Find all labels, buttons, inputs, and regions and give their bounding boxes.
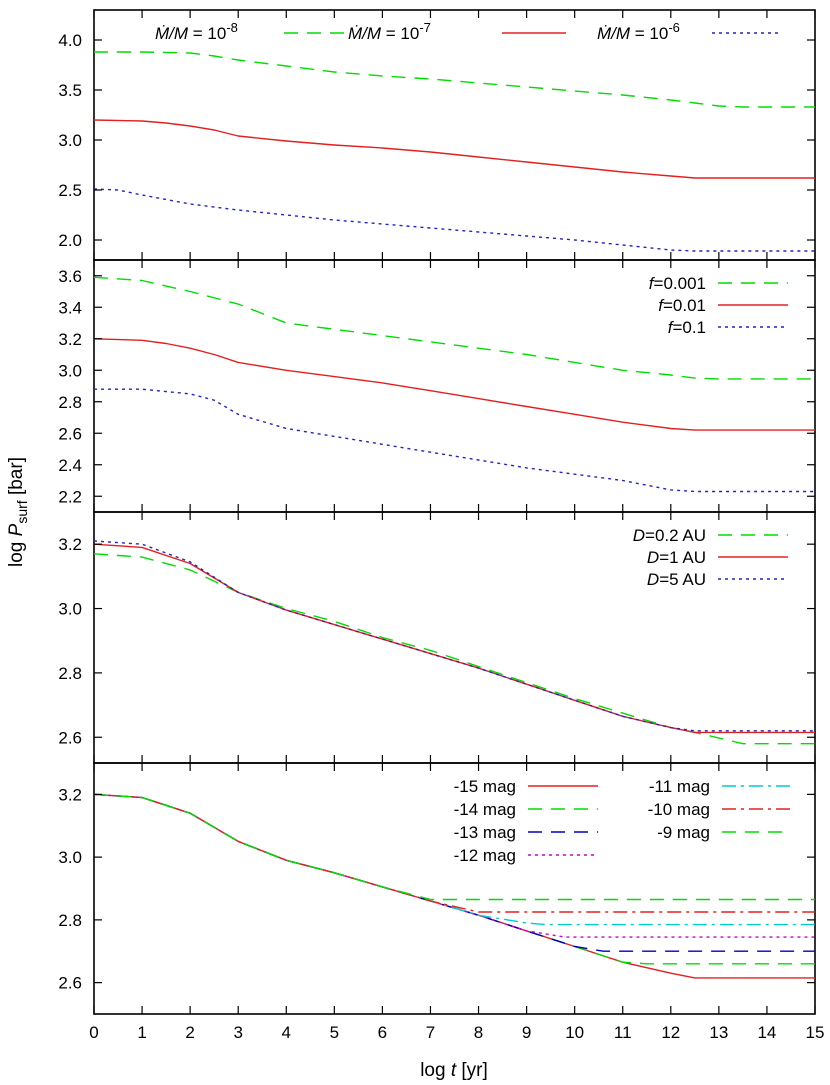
y-tick-label: 2.2: [58, 487, 82, 506]
x-tick-label: 4: [282, 1023, 291, 1042]
x-tick-label: 0: [89, 1023, 98, 1042]
series-line-f-0-01: [93, 338, 815, 431]
y-tick-label: 2.6: [58, 728, 82, 747]
y-tick-label: 2.8: [58, 393, 82, 412]
legend-label: -12 mag: [454, 846, 516, 865]
x-tick-label: 13: [709, 1023, 728, 1042]
legend-label: f=0.01: [658, 296, 706, 315]
x-tick-label: 2: [185, 1023, 194, 1042]
y-tick-label: 2.6: [58, 974, 82, 993]
x-tick-label: 8: [474, 1023, 483, 1042]
x-tick-label: 5: [330, 1023, 339, 1042]
x-tick-label: 6: [378, 1023, 387, 1042]
legend-label: -10 mag: [648, 800, 710, 819]
legend-label: f=0.001: [649, 274, 706, 293]
x-tick-label: 10: [565, 1023, 584, 1042]
y-tick-label: 2.4: [58, 456, 82, 475]
panel-frame-4: [93, 762, 816, 1015]
legend-label: -11 mag: [649, 777, 710, 796]
y-tick-label: 3.2: [58, 785, 82, 804]
legend-label: Ṁ/M = 10-7: [348, 20, 431, 43]
series-line-M-10-7: [93, 119, 815, 179]
series-line-f-0-001: [93, 276, 815, 380]
series-line-D-0-2-AU: [93, 553, 815, 745]
y-tick-label: 3.0: [58, 361, 82, 380]
x-tick-label: 9: [522, 1023, 531, 1042]
x-tick-label: 12: [661, 1023, 680, 1042]
legend-label: f=0.1: [668, 318, 706, 337]
legend-label: -13 mag: [454, 823, 516, 842]
y-tick-label: 3.2: [58, 330, 82, 349]
y-tick-label: 2.5: [58, 181, 82, 200]
x-tick-label: 1: [137, 1023, 146, 1042]
x-tick-label: 11: [614, 1023, 632, 1042]
panel-frame-1: [93, 9, 816, 261]
series-line-D-5-AU: [93, 540, 815, 732]
y-tick-label: 3.2: [58, 535, 82, 554]
y-tick-label: 3.6: [58, 267, 82, 286]
y-tick-label: 2.8: [58, 911, 82, 930]
legend-label: Ṁ/M = 10-8: [155, 20, 238, 43]
series-line-15-mag: [93, 793, 815, 979]
y-axis-label: log Psurf [bar]: [6, 457, 30, 567]
x-tick-label: 14: [757, 1023, 776, 1042]
x-axis-label: log t [yr]: [420, 1060, 488, 1081]
series-line-M-10-6: [93, 188, 815, 252]
legend-label: -15 mag: [454, 777, 516, 796]
y-tick-label: 2.0: [58, 231, 82, 250]
panel-frame-3: [93, 511, 816, 764]
y-tick-label: 2.8: [58, 664, 82, 683]
x-tick-label: 3: [233, 1023, 242, 1042]
legend-label: -9 mag: [657, 823, 710, 842]
legend-label: D=5 AU: [647, 570, 706, 589]
series-line-f-0-1: [94, 388, 815, 493]
x-tick-label: 7: [426, 1023, 435, 1042]
y-tick-label: 3.5: [58, 81, 82, 100]
y-tick-label: 3.4: [58, 298, 82, 317]
y-tick-label: 3.0: [58, 600, 82, 619]
legend-label: Ṁ/M = 10-6: [597, 20, 680, 43]
series-line-M-10-8: [94, 51, 815, 108]
y-tick-label: 4.0: [58, 31, 82, 50]
legend-label: D=0.2 AU: [633, 526, 706, 545]
y-tick-label: 2.6: [58, 424, 82, 443]
y-tick-label: 3.0: [58, 848, 82, 867]
series-line-D-1-AU: [93, 543, 815, 734]
panel-frame-2: [93, 259, 816, 513]
legend-label: D=1 AU: [647, 548, 706, 567]
x-tick-label: 15: [806, 1023, 825, 1042]
legend-label: -14 mag: [454, 800, 516, 819]
y-tick-label: 3.0: [58, 131, 82, 150]
